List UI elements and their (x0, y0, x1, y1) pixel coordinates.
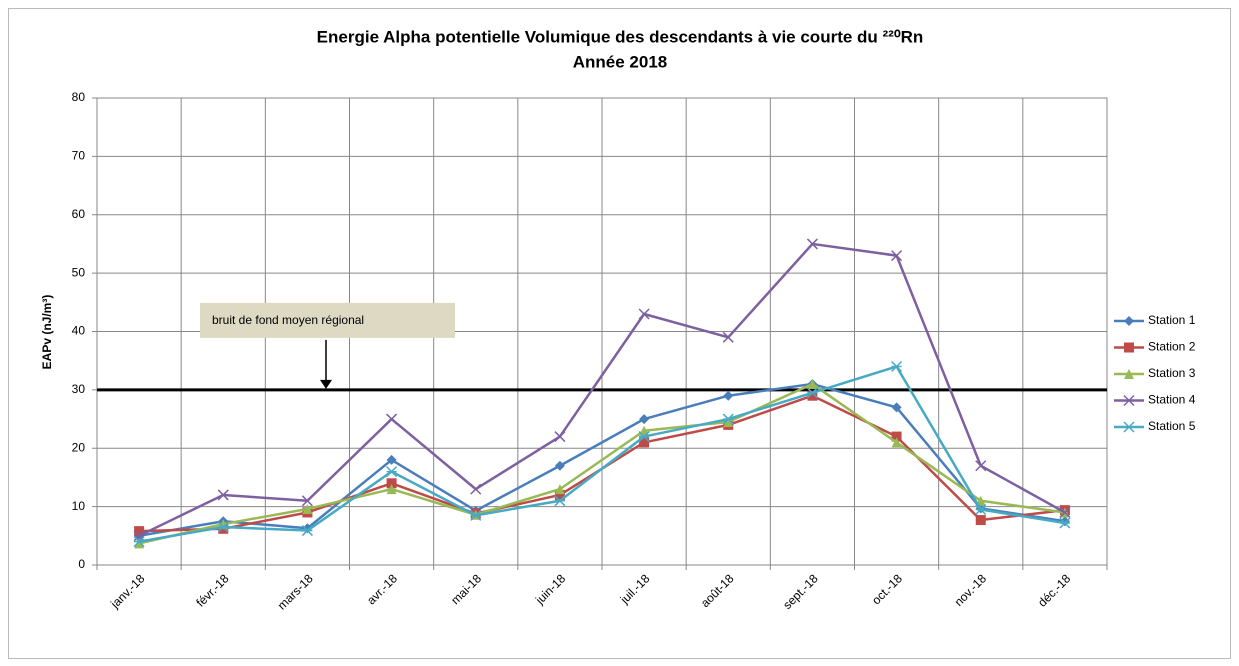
marker (134, 526, 145, 537)
legend-marker (1124, 369, 1134, 379)
annotation-box (200, 302, 455, 338)
annotation-arrowhead (320, 379, 332, 389)
marker (217, 489, 229, 501)
marker (723, 416, 734, 427)
y-tick-label: 0 (78, 557, 85, 571)
marker (891, 437, 902, 448)
marker (134, 538, 145, 549)
series-line (138, 382, 1066, 545)
marker (975, 460, 987, 472)
chart-subtitle: Année 2018 (573, 52, 668, 71)
marker (1059, 517, 1071, 529)
marker (891, 250, 903, 262)
y-tick-label: 70 (72, 149, 86, 163)
marker (807, 390, 818, 401)
marker (891, 431, 902, 442)
legend-label: Station 2 (1148, 340, 1196, 354)
marker (806, 387, 818, 399)
marker (386, 454, 397, 465)
legend-label: Station 4 (1148, 393, 1196, 407)
legend-label: Station 3 (1148, 366, 1196, 380)
marker (891, 402, 902, 413)
marker (638, 431, 650, 443)
legend-marker (1123, 421, 1135, 433)
marker (638, 308, 650, 320)
legend-marker (1124, 342, 1134, 353)
marker (554, 484, 565, 495)
marker (302, 503, 313, 514)
marker (301, 525, 313, 537)
y-axis-label: EAPv (nJ/m³) (40, 295, 54, 370)
marker (554, 489, 565, 500)
annotation-label: bruit de fond moyen régional (212, 313, 364, 327)
marker (217, 521, 229, 533)
marker (386, 478, 397, 489)
marker (133, 536, 145, 548)
legend-label: Station 5 (1148, 419, 1196, 433)
y-tick-label: 60 (72, 207, 86, 221)
marker (554, 431, 566, 443)
legend-label: Station 1 (1148, 313, 1196, 327)
marker (554, 460, 565, 471)
marker (470, 509, 482, 521)
y-tick-label: 10 (72, 499, 86, 513)
series-line (138, 242, 1066, 537)
chart-title: Energie Alpha potentielle Volumique des … (317, 27, 924, 46)
series-line (138, 382, 1066, 538)
marker (386, 484, 397, 495)
y-tick-label: 20 (72, 440, 86, 454)
marker (554, 495, 566, 507)
marker (975, 504, 987, 516)
marker (301, 495, 313, 507)
marker (386, 413, 398, 425)
marker (806, 238, 818, 250)
legend-marker (1123, 394, 1135, 407)
y-tick-label: 40 (72, 324, 86, 338)
series-line (138, 365, 1066, 543)
marker (639, 437, 650, 448)
marker (975, 515, 986, 526)
marker (386, 466, 398, 478)
marker (722, 331, 734, 343)
marker (807, 379, 818, 390)
y-tick-label: 30 (72, 382, 86, 396)
marker (723, 390, 734, 401)
marker (639, 414, 650, 425)
y-tick-label: 50 (72, 265, 86, 279)
marker (1059, 506, 1071, 518)
marker (470, 483, 482, 495)
marker (891, 360, 903, 373)
y-tick-label: 80 (72, 90, 86, 104)
marker (722, 413, 734, 425)
legend-marker (1124, 316, 1134, 326)
